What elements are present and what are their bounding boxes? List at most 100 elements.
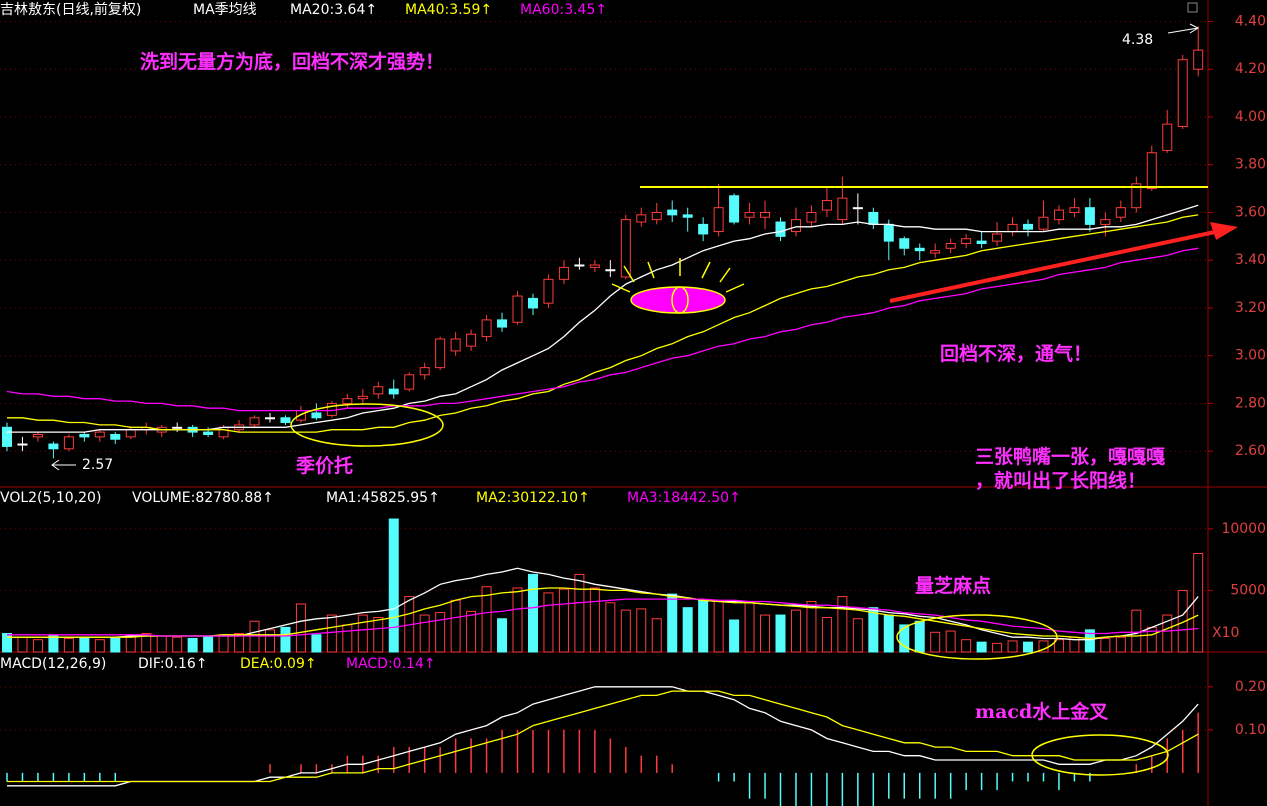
candle-body — [760, 211, 771, 218]
volume-bar — [821, 617, 832, 653]
volume-bar — [234, 633, 245, 653]
decorations — [51, 23, 1238, 776]
panel-title: MACD(12,26,9) — [0, 656, 106, 672]
y-tick-label: 0.10 — [1235, 722, 1266, 738]
candle-body — [1115, 207, 1126, 218]
volume-bar — [868, 607, 879, 653]
volume-bar — [419, 614, 430, 653]
ma-line — [6, 247, 1199, 412]
volume-bar — [790, 609, 801, 653]
candle-body — [992, 233, 1003, 242]
volume-bar — [141, 633, 152, 653]
volume-bar — [32, 639, 43, 653]
candle-body — [667, 209, 678, 216]
candle-body — [1177, 59, 1188, 128]
highlight-ellipse — [1031, 734, 1169, 776]
candle-body — [17, 443, 28, 446]
candle-body — [388, 388, 399, 395]
candle-body — [868, 211, 879, 225]
candle-body — [450, 338, 461, 352]
volume-bar — [63, 637, 74, 653]
y-tick-label: 3.80 — [1235, 157, 1266, 173]
volume-bar — [744, 602, 755, 653]
volume-bar — [295, 603, 306, 653]
candle-body — [79, 433, 90, 438]
volume-bar — [156, 635, 167, 653]
volume-bar — [682, 607, 693, 653]
volume-bar — [713, 601, 724, 653]
candle-body — [806, 211, 817, 223]
volume-bar — [1131, 609, 1142, 653]
volume-bar — [806, 601, 817, 653]
candle-body — [63, 436, 74, 450]
volume-bar — [729, 619, 740, 653]
candle-body — [1069, 207, 1080, 213]
candle-body — [1193, 49, 1204, 70]
candle-body — [497, 319, 508, 328]
candle-body — [311, 412, 322, 419]
candle-body — [1162, 123, 1173, 151]
y-tick-label: 4.00 — [1235, 109, 1266, 125]
y-tick-label: 10000 — [1221, 521, 1266, 537]
candle-body — [744, 211, 755, 218]
window-icon[interactable] — [1187, 2, 1198, 13]
candle-body — [280, 417, 291, 424]
volume-bar — [558, 588, 569, 653]
candle-body — [698, 223, 709, 235]
panel-header: 吉林敖东(日线,前复权) MA季均线 MA20:3.64↑ MA40:3.59↑ MA6… — [0, 1, 607, 18]
candle-body — [125, 429, 136, 438]
volume-bar — [311, 634, 322, 653]
candle-body — [883, 223, 894, 242]
candle-body — [589, 264, 600, 268]
candle-body — [790, 219, 801, 233]
low-arrow — [51, 459, 76, 471]
ma-line — [7, 690, 1199, 783]
candle-body — [775, 221, 786, 237]
candle-body — [558, 266, 569, 280]
volume-bar — [775, 614, 786, 653]
volume-bar — [1193, 552, 1204, 653]
y-tick-label: 4.20 — [1235, 61, 1266, 77]
volume-bar — [992, 642, 1003, 653]
candle-body — [373, 386, 384, 395]
volume-bar — [497, 618, 508, 653]
candle-body — [481, 319, 492, 338]
legend-entry: DEA:0.09↑ — [240, 656, 317, 672]
volume-bar — [203, 635, 214, 653]
candle-body — [1131, 183, 1142, 209]
candle-body — [1007, 223, 1018, 233]
ma-line — [7, 598, 1199, 637]
volume-bar — [2, 633, 12, 653]
candle-body — [682, 214, 693, 218]
volume-bar — [574, 573, 585, 653]
candle-body — [837, 197, 848, 221]
candle-body — [419, 367, 430, 376]
volume-bar — [651, 618, 662, 653]
volume-bar — [1162, 614, 1173, 653]
candle-body — [32, 433, 43, 438]
volume-bar — [450, 599, 461, 653]
panel-subtitle: MA季均线 — [193, 2, 257, 18]
volume-bar — [48, 635, 59, 653]
legend-entry: MA40:3.59↑ — [405, 2, 492, 18]
volume-bar — [899, 624, 910, 653]
legend-entry: MA2:30122.10↑ — [476, 490, 590, 506]
volume-bar — [481, 586, 492, 653]
candle-body — [1023, 223, 1034, 230]
volume-bar — [17, 636, 28, 653]
candle-body — [930, 250, 941, 254]
volume-bar — [110, 637, 121, 653]
high-label: 4.38 — [1122, 32, 1153, 48]
volume-bar — [264, 629, 275, 653]
volume-bar — [837, 596, 848, 653]
y-tick-label: 2.80 — [1235, 395, 1266, 411]
volume-bar — [1115, 636, 1126, 653]
unit-label: X10 — [1212, 625, 1239, 641]
candle-body — [512, 295, 523, 323]
low-label: 2.57 — [82, 457, 113, 473]
volume-bar — [930, 631, 941, 653]
